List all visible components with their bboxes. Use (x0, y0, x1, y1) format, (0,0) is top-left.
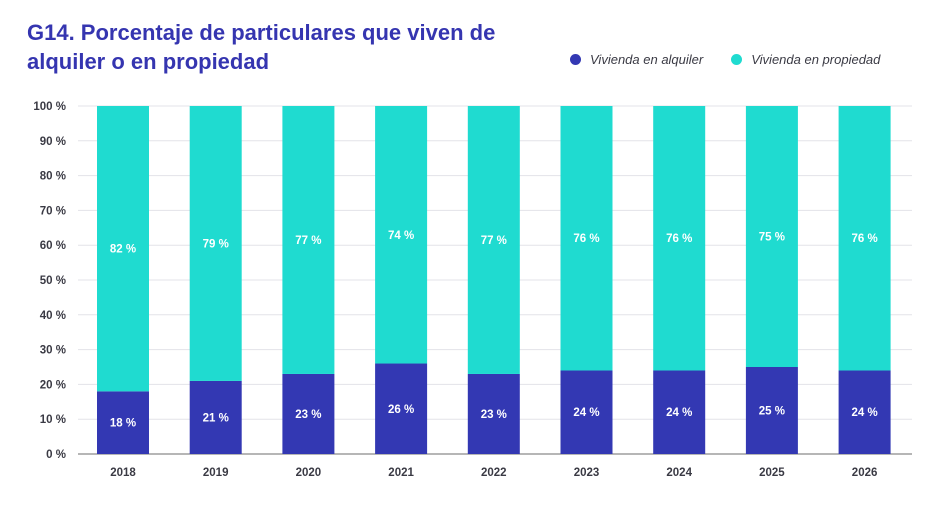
y-tick-label: 90 % (40, 136, 66, 148)
chart-title: G14. Porcentaje de particulares que vive… (27, 20, 496, 74)
y-tick-label: 50 % (40, 275, 66, 287)
data-label-propiedad: 75 % (759, 232, 785, 244)
y-tick-label: 100 % (33, 101, 66, 113)
bar-propiedad (653, 106, 706, 371)
legend-label-alquiler: Vivienda en alquiler (590, 52, 704, 67)
legend: Vivienda en alquiler Vivienda en propied… (570, 52, 880, 67)
bar-alquiler (375, 363, 428, 454)
data-label-propiedad: 82 % (110, 244, 136, 256)
y-tick-label: 70 % (40, 205, 66, 217)
bar-propiedad (467, 106, 520, 374)
x-tick-label: 2022 (481, 467, 507, 479)
bars (97, 106, 891, 454)
bar-alquiler (745, 367, 798, 454)
bar-propiedad (97, 106, 149, 392)
y-tick-label: 80 % (40, 171, 66, 183)
bar-alquiler (653, 370, 706, 454)
data-label-alquiler: 24 % (851, 407, 877, 419)
data-label-alquiler: 24 % (666, 407, 692, 419)
x-tick-label: 2025 (759, 467, 785, 479)
bar-propiedad (838, 106, 891, 371)
data-label-propiedad: 77 % (481, 235, 507, 247)
y-tick-label: 60 % (40, 240, 66, 252)
data-label-alquiler: 26 % (388, 404, 414, 416)
bar-alquiler (838, 370, 891, 454)
data-label-propiedad: 76 % (666, 233, 692, 245)
bar-propiedad (375, 106, 428, 364)
data-label-propiedad: 79 % (203, 238, 229, 250)
data-label-alquiler: 23 % (295, 409, 321, 421)
bar-alquiler (282, 373, 335, 454)
x-tick-label: 2021 (388, 467, 414, 479)
legend-item-propiedad: Vivienda en propiedad (731, 52, 880, 67)
legend-label-propiedad: Vivienda en propiedad (751, 52, 881, 67)
legend-item-alquiler: Vivienda en alquiler (570, 52, 703, 67)
bar-propiedad (282, 106, 335, 374)
x-tick-label: 2024 (666, 467, 692, 479)
data-label-alquiler: 18 % (110, 418, 136, 430)
legend-swatch-alquiler (570, 54, 581, 65)
x-tick-label: 2018 (110, 467, 136, 479)
y-tick-label: 10 % (40, 414, 66, 426)
data-label-alquiler: 23 % (481, 409, 507, 421)
bar-propiedad (560, 106, 613, 371)
x-tick-label: 2020 (296, 467, 322, 479)
legend-swatch-propiedad (731, 54, 743, 65)
data-label-alquiler: 21 % (203, 412, 229, 424)
y-tick-label: 0 % (46, 449, 66, 461)
bar-propiedad (189, 106, 242, 381)
data-label-alquiler: 25 % (759, 406, 785, 418)
data-label-propiedad: 74 % (388, 230, 414, 242)
bar-alquiler (97, 391, 149, 454)
bar-alquiler (467, 373, 520, 454)
data-label-propiedad: 77 % (295, 235, 321, 247)
x-tick-label: 2023 (574, 467, 600, 479)
bar-propiedad (745, 106, 798, 367)
x-tick-label: 2026 (852, 467, 878, 479)
y-tick-label: 20 % (40, 379, 66, 391)
labels: 0 % 10 % 20 % 30 % 40 % 50 % 60 % 70 % 80 % 90 % 1… (33, 101, 877, 479)
y-tick-label: 30 % (40, 345, 66, 357)
y-tick-label: 40 % (40, 310, 66, 322)
data-label-alquiler: 24 % (573, 407, 599, 419)
bar-alquiler (189, 380, 242, 454)
x-tick-label: 2019 (203, 467, 229, 479)
data-label-propiedad: 76 % (851, 233, 877, 245)
bar-alquiler (560, 370, 613, 454)
data-label-propiedad: 76 % (573, 233, 599, 245)
